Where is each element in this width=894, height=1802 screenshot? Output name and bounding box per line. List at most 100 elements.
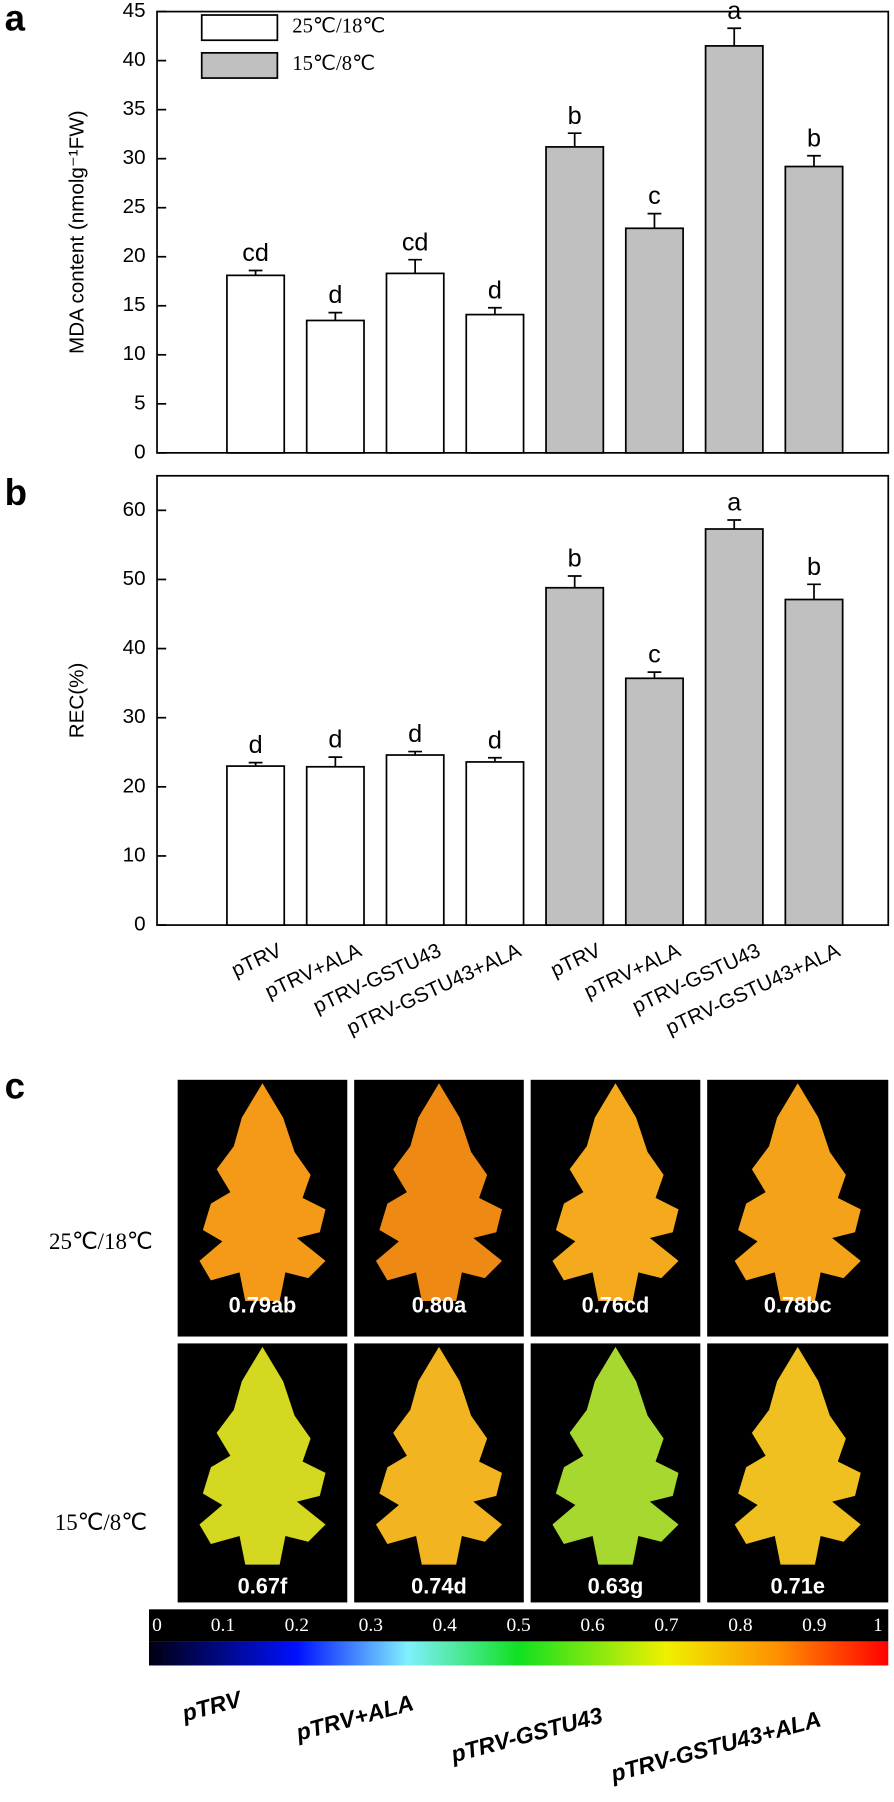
y-tick-label: 10 — [123, 843, 146, 866]
panel-label: b — [5, 472, 27, 513]
error-bar — [647, 671, 662, 679]
bar — [465, 313, 525, 454]
significance-label: a — [727, 0, 742, 25]
column-label: pTRV+ALA — [292, 1689, 416, 1745]
bar — [624, 677, 684, 926]
column-label: pTRV-GSTU43+ALA — [607, 1706, 823, 1787]
error-bar — [807, 154, 821, 167]
y-tick-label: 0 — [134, 440, 145, 463]
y-tick-label: 10 — [123, 342, 146, 365]
legend-swatch — [200, 51, 279, 79]
y-tick-label: 40 — [123, 636, 146, 659]
y-tick-label: 45 — [123, 0, 146, 22]
colorbar-tick-label: 0.5 — [506, 1615, 530, 1636]
y-axis-label: REC(%) — [65, 663, 88, 739]
bar — [545, 586, 605, 926]
error-bar — [727, 27, 742, 46]
significance-label: d — [328, 726, 342, 754]
error-bar — [248, 269, 263, 276]
bar — [385, 754, 445, 926]
y-tick-label: 15 — [123, 293, 146, 316]
bar — [545, 146, 605, 454]
error-bar — [408, 750, 423, 756]
colorbar-tick-label: 0.2 — [285, 1615, 309, 1636]
column-label: pTRV — [178, 1685, 245, 1726]
colorbar-tick-label: 0.9 — [802, 1615, 826, 1636]
error-bar — [248, 761, 263, 767]
y-tick-label: 30 — [123, 705, 146, 728]
significance-label: d — [488, 726, 502, 754]
error-bar — [488, 756, 502, 762]
significance-label: b — [568, 545, 582, 573]
y-tick-label: 20 — [123, 244, 146, 267]
bar — [704, 528, 764, 926]
y-tick-label: 60 — [123, 498, 146, 521]
significance-label: d — [328, 281, 342, 309]
y-tick-label: 5 — [134, 391, 145, 414]
error-bar — [567, 132, 582, 147]
significance-label: c — [648, 182, 661, 210]
row-label: 15℃/8℃ — [55, 1510, 147, 1535]
bar — [784, 598, 844, 926]
panel-label: a — [5, 0, 26, 38]
y-tick-label: 20 — [123, 774, 146, 797]
bar — [385, 272, 445, 454]
significance-label: d — [408, 720, 422, 748]
bar — [305, 765, 365, 926]
error-bar — [408, 258, 423, 274]
legend-swatch — [200, 14, 279, 42]
bar — [465, 761, 525, 926]
colorbar-tick-label: 0.3 — [359, 1615, 383, 1636]
bar — [305, 319, 365, 454]
y-tick-label: 0 — [134, 913, 145, 936]
colorbar-tick-label: 0.1 — [211, 1615, 235, 1636]
legend-label: 15℃/8℃ — [292, 53, 375, 75]
image-grid — [149, 1079, 889, 1666]
error-bar — [328, 756, 343, 767]
fv-label: 0.76cd — [582, 1292, 650, 1317]
error-bar — [727, 519, 742, 530]
significance-label: b — [807, 124, 821, 152]
y-axis-label: MDA content (nmolg⁻¹FW) — [65, 110, 88, 354]
row-label: 25℃/18℃ — [49, 1229, 153, 1254]
y-tick-label: 40 — [123, 48, 146, 71]
significance-label: a — [727, 489, 742, 517]
error-bar — [488, 306, 502, 315]
error-bar — [807, 583, 821, 600]
fv-label: 0.63g — [588, 1573, 644, 1598]
error-bar — [647, 212, 662, 229]
bar — [784, 165, 844, 454]
bar — [226, 765, 286, 926]
significance-label: cd — [402, 228, 429, 256]
bar — [704, 45, 764, 454]
panel-label: c — [5, 1066, 25, 1107]
colorbar-tick-label: 1 — [873, 1615, 883, 1636]
legend-label: 25℃/18℃ — [292, 15, 385, 37]
significance-label: cd — [242, 239, 269, 267]
bar — [624, 227, 684, 454]
colorbar-tick-label: 0.6 — [580, 1615, 605, 1636]
significance-label: b — [568, 102, 582, 130]
colorbar-tick-label: 0.8 — [728, 1615, 752, 1636]
fv-label: 0.80a — [412, 1292, 467, 1317]
y-tick-label: 25 — [123, 195, 146, 218]
colorbar-tick-label: 0.4 — [433, 1615, 458, 1636]
fv-label: 0.79ab — [229, 1292, 297, 1317]
colorbar-tick-label: 0.7 — [654, 1615, 679, 1636]
fv-label: 0.67f — [238, 1573, 288, 1598]
significance-label: b — [807, 553, 821, 581]
y-tick-label: 30 — [123, 146, 146, 169]
significance-label: d — [249, 731, 263, 759]
fv-label: 0.78bc — [764, 1292, 832, 1317]
colorbar-tick-label: 0 — [152, 1615, 162, 1636]
significance-label: c — [648, 641, 661, 669]
fv-label: 0.71e — [770, 1573, 824, 1598]
y-tick-label: 35 — [123, 97, 146, 120]
error-bar — [567, 575, 582, 588]
bar — [226, 274, 286, 454]
error-bar — [328, 311, 343, 321]
significance-label: d — [488, 276, 502, 304]
y-tick-label: 50 — [123, 567, 146, 590]
fv-label: 0.74d — [411, 1573, 467, 1598]
